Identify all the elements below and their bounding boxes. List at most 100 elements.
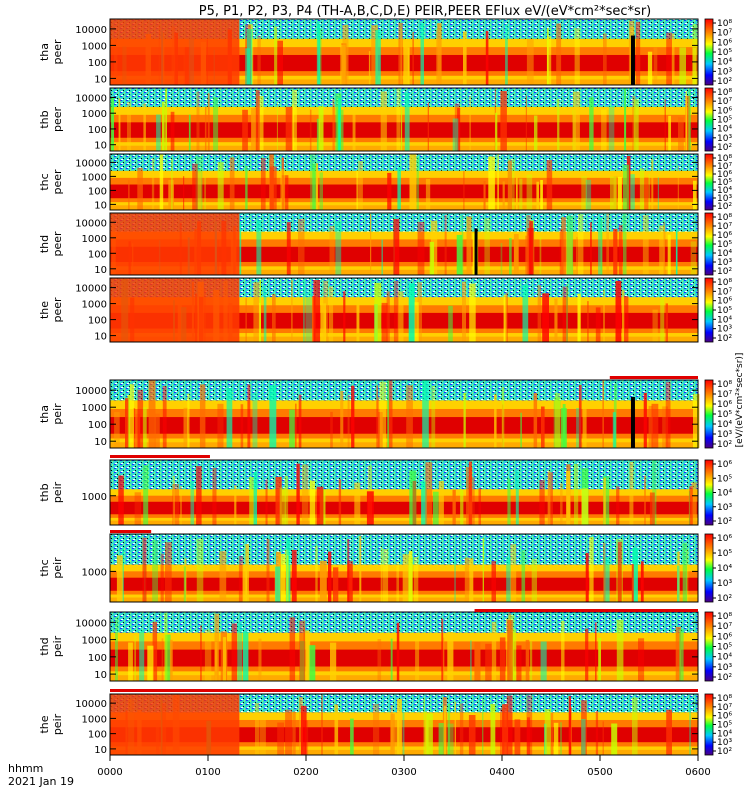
colorbar-tick-label: 10⁸ <box>717 380 732 390</box>
ytick-label: 1000 <box>82 492 107 503</box>
ytick-label: 100 <box>88 186 107 197</box>
ytick-label: 1000 <box>82 234 107 245</box>
ytick-label: 10000 <box>75 618 107 629</box>
colorbar-tick-label: 10⁷ <box>717 622 732 632</box>
panel-thd-peer: 10000 1000 100 10 thd peer 10⁸10⁷10⁶10⁵10⁴10³1… <box>38 212 732 277</box>
panel-label-instrument: peer <box>51 39 64 65</box>
panel-label-probe: thb <box>38 483 51 501</box>
ytick-label: 100 <box>88 125 107 136</box>
panel-thb-peer: 10000 1000 100 10 thb peer 10⁸10⁷10⁶10⁵10⁴10³1… <box>38 87 732 153</box>
colorbar-tick-label: 10⁶ <box>717 170 732 180</box>
colorbar-tick-label: 10⁷ <box>717 29 732 39</box>
colorbar-tick-label: 10³ <box>717 134 732 144</box>
ytick-label: 10000 <box>75 284 107 295</box>
panel-label-probe: thc <box>38 559 51 576</box>
colorbar-tick-label: 10⁴ <box>717 315 732 325</box>
panel-tha-peer: 10000 1000 100 10 tha peer 10⁸10⁷10⁶10⁵10⁴10³1… <box>38 18 732 87</box>
panel-label-instrument: peer <box>51 169 64 195</box>
ytick-label: 10 <box>94 265 107 276</box>
panel-thc-peir: 1000 thc peir 10⁶ 10⁵ 10⁴ 10³ 10² <box>38 533 732 604</box>
colorbar-tick-label: 10² <box>717 77 732 87</box>
colorbar-tick-label: 10⁶ <box>717 632 732 642</box>
ytick-label: 100 <box>88 420 107 431</box>
colorbar-tick-label: 10³ <box>717 663 732 673</box>
panel-label-probe: thd <box>38 637 51 655</box>
ytick-label: 10000 <box>75 386 107 397</box>
colorbar-tick-label: 10⁷ <box>717 97 732 107</box>
ytick-label: 1000 <box>82 567 107 578</box>
colorbar-tick-label: 10⁶ <box>717 297 732 307</box>
colorbar <box>704 212 714 276</box>
panel-thb-peir: 1000 thb peir 10⁶ 10⁵ 10⁴ 10³ 10² <box>38 459 732 527</box>
xaxis-label-line2: 2021 Jan 19 <box>8 775 74 788</box>
panel-label-instrument: peir <box>51 713 64 735</box>
colorbar-tick-label: 10⁶ <box>717 106 732 116</box>
colorbar-tick-label: 10³ <box>717 430 732 440</box>
panel-label-probe: thc <box>38 173 51 190</box>
ytick-label: 100 <box>88 316 107 327</box>
ytick-label: 10000 <box>75 158 107 169</box>
ytick-label: 100 <box>88 653 107 664</box>
colorbar-tick-label: 10⁸ <box>717 154 732 164</box>
xtick-label: 0500 <box>587 767 612 778</box>
colorbar-tick-label: 10² <box>717 143 732 153</box>
ytick-label: 10 <box>94 437 107 448</box>
figure-title: P5, P1, P2, P3, P4 (TH-A,B,C,D,E) PEIR,P… <box>199 4 652 19</box>
colorbar-tick-label: 10⁵ <box>717 178 732 188</box>
ytick-label: 10000 <box>75 93 107 104</box>
colorbar-tick-label: 10⁷ <box>717 390 732 400</box>
colorbar-tick-label: 10⁵ <box>717 410 732 420</box>
ytick-label: 10 <box>94 745 107 756</box>
status-bar <box>110 689 698 692</box>
panel-label-instrument: peer <box>51 231 64 257</box>
panel-label-instrument: peir <box>51 481 64 503</box>
panel-tha-peir: 10000 1000 100 10 tha peir 10⁸10⁷10⁶10⁵10⁴10³1… <box>38 379 732 450</box>
colorbar-tick-label: 10² <box>717 334 732 344</box>
ytick-label: 10 <box>94 74 107 85</box>
status-bar <box>474 609 698 612</box>
colorbar-tick-label: 10⁵ <box>717 240 732 250</box>
ytick-label: 1000 <box>82 403 107 414</box>
ytick-label: 100 <box>88 58 107 69</box>
colorbar-tick-label: 10³ <box>717 503 732 513</box>
xtick-label: 0000 <box>97 767 122 778</box>
colorbar-tick-label: 10² <box>717 673 732 683</box>
xtick-label: 0400 <box>489 767 514 778</box>
colorbar <box>704 533 714 603</box>
ytick-label: 1000 <box>82 300 107 311</box>
colorbar-tick-label: 10⁵ <box>717 306 732 316</box>
colorbar-tick-label: 10³ <box>717 67 732 77</box>
ytick-label: 10000 <box>75 699 107 710</box>
colorbar-tick-label: 10⁴ <box>717 420 732 430</box>
colorbar-tick-label: 10⁵ <box>717 721 732 731</box>
colorbar-tick-label: 10⁶ <box>717 712 732 722</box>
colorbar-tick-label: 10⁷ <box>717 703 732 713</box>
colorbar <box>704 611 714 682</box>
colorbar-tick-label: 10⁸ <box>717 88 732 98</box>
ytick-label: 10 <box>94 670 107 681</box>
colorbar-tick-label: 10⁶ <box>717 38 732 48</box>
colorbar-tick-label: 10⁴ <box>717 489 732 499</box>
status-bar <box>110 455 210 458</box>
colorbar-tick-label: 10⁶ <box>717 534 732 544</box>
ytick-label: 10 <box>94 332 107 343</box>
panel-label-probe: the <box>38 715 51 733</box>
colorbar-tick-label: 10⁸ <box>717 278 732 288</box>
colorbar <box>704 18 714 86</box>
colorbar-tick-label: 10⁴ <box>717 186 732 196</box>
ytick-label: 1000 <box>82 714 107 725</box>
colorbar-tick-label: 10² <box>717 517 732 527</box>
status-bar <box>609 376 698 379</box>
colorbar-tick-label: 10⁷ <box>717 287 732 297</box>
colorbar-tick-label: 10⁴ <box>717 249 732 259</box>
colorbar-tick-label: 10² <box>717 202 732 212</box>
panel-the-peer: 10000 1000 100 10 the peer 10⁸10⁷10⁶10⁵10⁴10³1… <box>38 277 732 344</box>
colorbar-tick-label: 10² <box>717 267 732 277</box>
colorbar-tick-label: 10⁴ <box>717 729 732 739</box>
colorbar <box>704 153 714 211</box>
colorbar <box>704 459 714 526</box>
colorbar-tick-label: 10⁷ <box>717 222 732 232</box>
colorbar <box>704 379 714 449</box>
colorbar-tick-label: 10⁸ <box>717 19 732 29</box>
